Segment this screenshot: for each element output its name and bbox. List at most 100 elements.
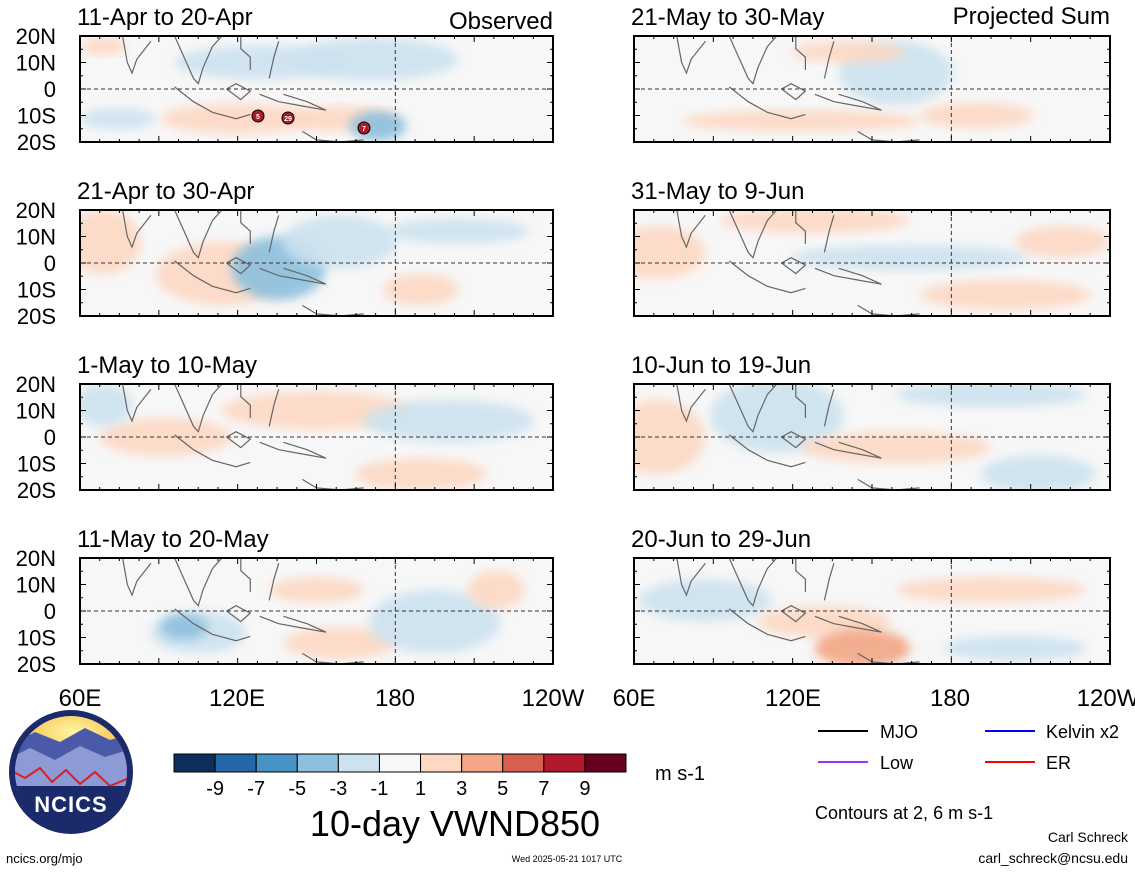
author-name: Carl Schreck: [1048, 829, 1129, 845]
latitude-label: 0: [44, 599, 56, 624]
coastline: [226, 83, 252, 101]
coastline: [823, 389, 835, 427]
storm-marker-label: 29: [284, 116, 292, 123]
storm-marker-label: 5: [256, 114, 260, 121]
anomaly-shading: [814, 629, 911, 664]
coastline: [268, 41, 280, 79]
coastline: [301, 130, 364, 142]
coastline: [268, 215, 280, 253]
colorbar-swatch: [543, 753, 586, 773]
anomaly-shading: [895, 577, 1087, 603]
panel-frame: [79, 209, 554, 317]
panel-period-title: 1-May to 10-May: [77, 352, 257, 379]
latitude-label: 20S: [17, 130, 56, 155]
coastline: [814, 615, 882, 633]
coastline: [676, 210, 706, 249]
coastline: [259, 93, 327, 111]
coastline: [174, 36, 223, 85]
colorbar-tick-label: 3: [456, 778, 467, 800]
panel-frame: [79, 383, 554, 491]
coastline: [226, 431, 252, 449]
coastline: [728, 558, 778, 607]
longitude-axis-left: 60E 120E 180 120W: [59, 685, 585, 712]
map-panel: 20-Jun to 29-Jun: [631, 526, 1111, 665]
anomaly-shading: [283, 626, 397, 659]
map-panel: 21-May to 30-May: [631, 4, 1111, 143]
anomaly-shading: [919, 279, 1091, 310]
storm-marker: 29: [281, 111, 295, 125]
coastline: [174, 86, 251, 120]
coastline: [857, 130, 920, 142]
observed-label: Observed: [449, 8, 553, 35]
colorbar-swatch: [296, 753, 339, 773]
lon-label-120e: 120E: [209, 685, 265, 712]
storm-marker: 5: [251, 109, 265, 123]
anomaly-field: [634, 384, 1096, 490]
map-panel: 10-Jun to 19-Jun: [631, 352, 1111, 491]
latitude-label: 10N: [16, 399, 56, 424]
colorbar-swatch: [255, 753, 298, 773]
legend-label-mjo: MJO: [880, 722, 918, 742]
anomaly-shading: [269, 577, 364, 603]
panel-period-title: 11-Apr to 20-Apr: [77, 4, 253, 31]
colorbar-tick-label: 9: [579, 778, 590, 800]
ncics-logo: NCICS: [9, 710, 133, 834]
colorbar-swatch: [584, 753, 627, 773]
coastline: [781, 605, 807, 623]
latitude-label: 20S: [17, 652, 56, 677]
coastline: [240, 210, 251, 244]
coastline: [814, 441, 882, 459]
latitude-label: 20S: [17, 478, 56, 503]
legend-label-er: ER: [1046, 753, 1071, 773]
anomaly-shading: [80, 38, 128, 56]
panel-period-title: 31-May to 9-Jun: [631, 178, 804, 205]
colorbar-tick-label: 7: [538, 778, 549, 800]
colorbar-swatch: [502, 753, 545, 773]
longitude-axis-right: 60E 120E 180 120W: [613, 685, 1135, 712]
coastline: [728, 36, 778, 85]
anomaly-shading: [791, 41, 906, 63]
anomaly-field: [122, 558, 525, 664]
coastline: [728, 210, 778, 259]
source-url: ncics.org/mjo: [6, 851, 83, 866]
latitude-label: 20N: [16, 546, 56, 571]
legend-label-low: Low: [880, 753, 914, 773]
colorbar: -9 -7 -5 -3 -1 1 3 5 7 9: [173, 753, 627, 800]
latitude-label: 10N: [16, 225, 56, 250]
lon-label-60e: 60E: [613, 685, 656, 712]
anomaly-shading: [363, 399, 535, 443]
colorbar-tick-label: -7: [247, 778, 265, 800]
latitude-label: 20N: [16, 24, 56, 49]
legend-item-mjo: MJO: [818, 722, 918, 742]
lon-label-180: 180: [375, 685, 415, 712]
map-panel: 31-May to 9-Jun: [631, 178, 1111, 317]
coastline: [795, 36, 806, 70]
colorbar-tick-label: -3: [329, 778, 347, 800]
coastline: [259, 267, 327, 285]
coastline: [823, 215, 835, 253]
coastline: [728, 86, 806, 120]
coastline: [240, 384, 251, 418]
anomaly-shading: [80, 384, 133, 427]
anomaly-shading: [791, 244, 1030, 271]
coastline: [301, 304, 364, 316]
lon-label-60e: 60E: [59, 685, 102, 712]
latitude-label: 10N: [16, 573, 56, 598]
coastline: [823, 563, 835, 601]
latitude-label: 10N: [16, 51, 56, 76]
colorbar-swatch: [214, 753, 257, 773]
colorbar-swatch: [337, 753, 380, 773]
latitude-label: 10S: [17, 278, 56, 303]
coastline: [781, 431, 807, 449]
author-email: carl_schreck@ncsu.edu: [978, 850, 1128, 866]
latitude-label: 0: [44, 77, 56, 102]
coastline: [814, 93, 882, 111]
panel-frame: [633, 209, 1111, 317]
panel-period-title: 20-Jun to 29-Jun: [631, 526, 811, 553]
panel-period-title: 21-May to 30-May: [631, 4, 824, 31]
coastline: [174, 384, 223, 433]
coastline: [728, 608, 806, 642]
anomaly-shading: [638, 579, 773, 622]
